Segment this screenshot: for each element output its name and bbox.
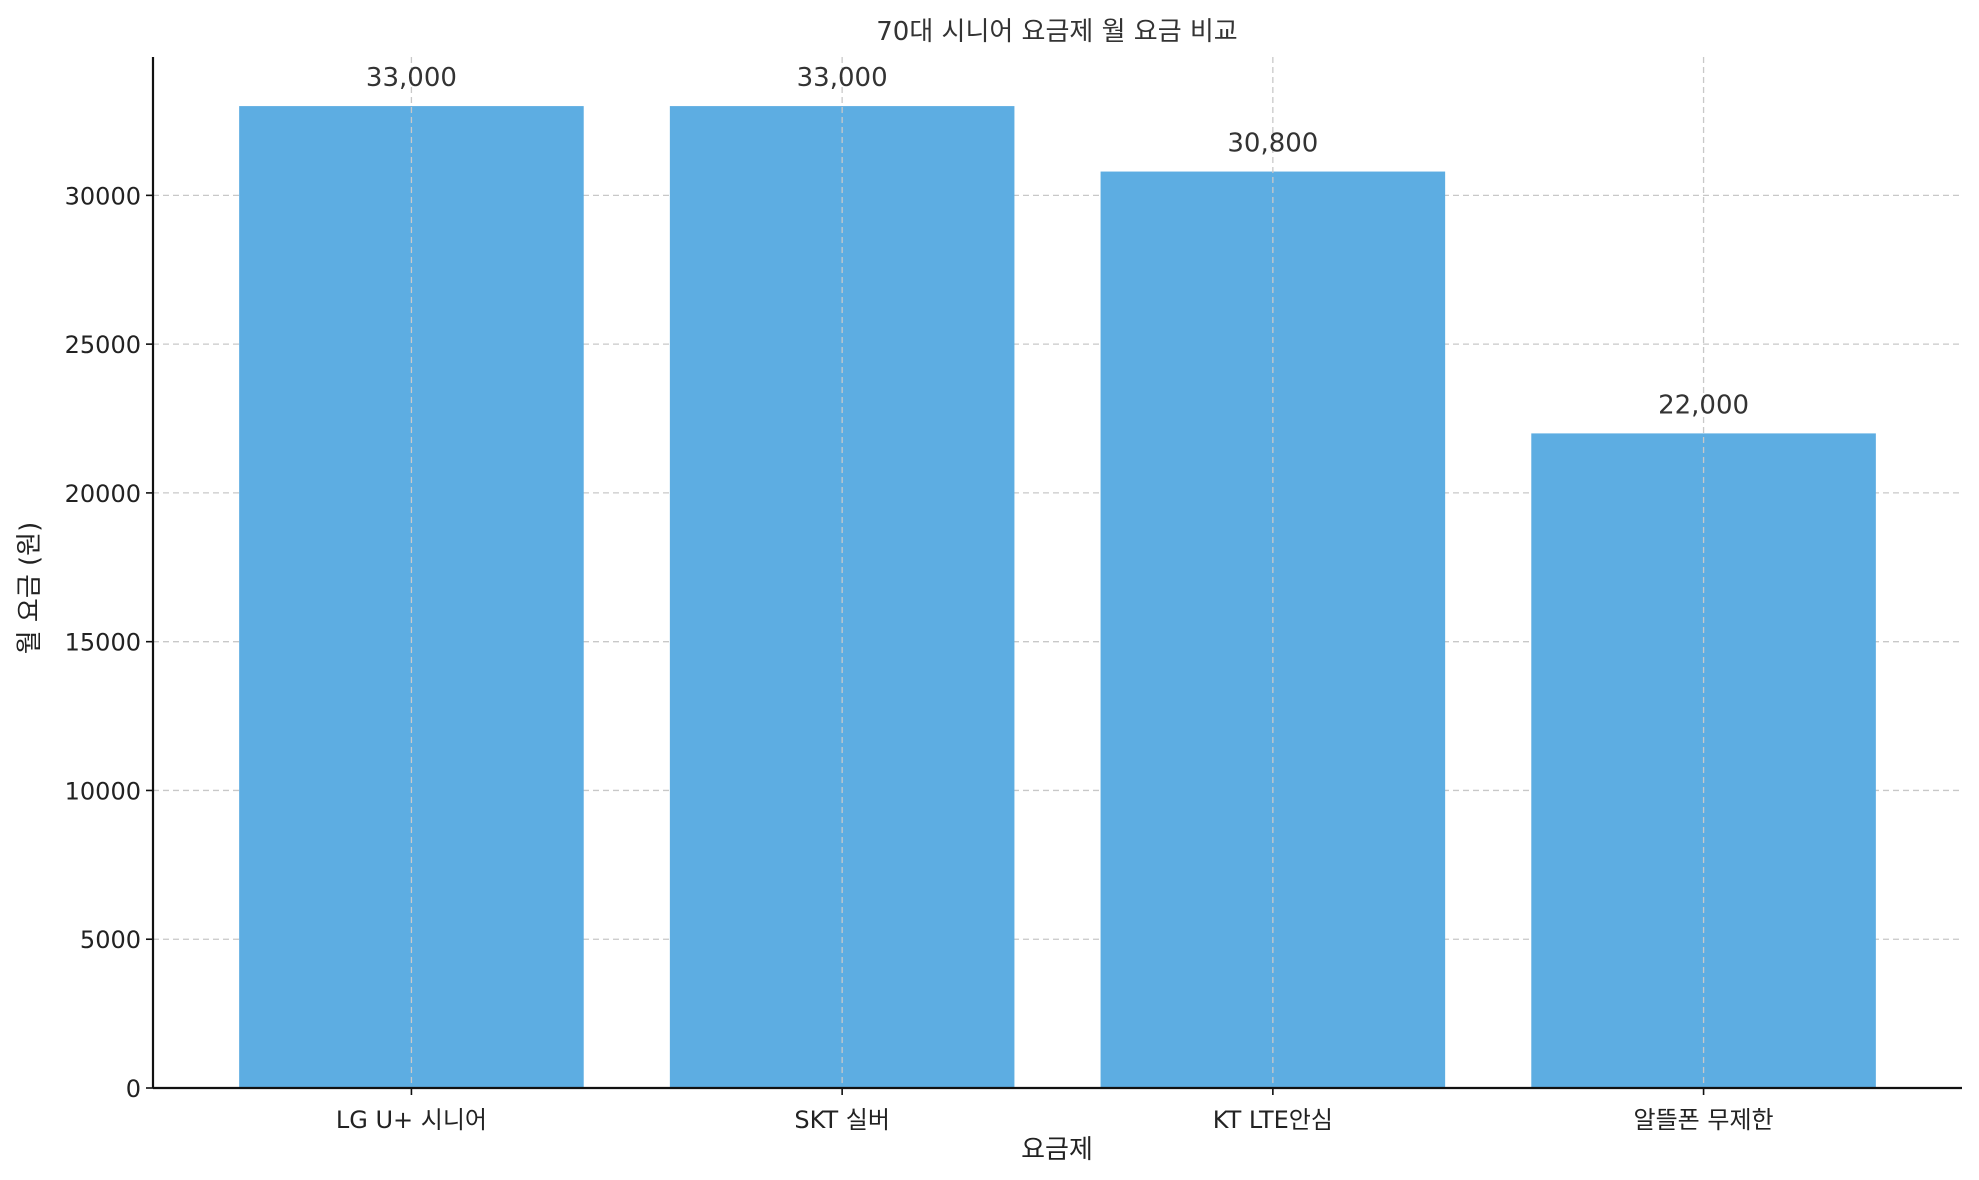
x-tick-label: LG U+ 시니어 — [336, 1106, 487, 1134]
y-axis-ticks: 0 5000 10000 15000 20000 25000 30000 — [65, 182, 153, 1103]
y-tick-label: 0 — [126, 1075, 141, 1103]
y-axis-label: 월 요금 (원) — [15, 522, 45, 655]
y-tick-label: 25000 — [65, 331, 141, 359]
data-labels: 33,000 33,000 30,800 22,000 — [366, 63, 1749, 420]
vertical-grid-lines — [410, 57, 1705, 1088]
y-tick-label: 5000 — [80, 926, 141, 954]
bar-value-label: 30,800 — [1227, 129, 1318, 159]
y-tick-label: 30000 — [65, 182, 141, 210]
x-tick-label: 알뜰폰 무제한 — [1634, 1106, 1774, 1134]
bar-value-label: 33,000 — [797, 63, 888, 93]
x-axis-ticks: LG U+ 시니어 SKT 실버 KT LTE안심 알뜰폰 무제한 — [336, 1088, 1774, 1134]
chart-title: 70대 시니어 요금제 월 요금 비교 — [876, 17, 1237, 47]
bars — [239, 106, 1876, 1089]
x-tick-label: SKT 실버 — [794, 1106, 890, 1134]
y-tick-label: 20000 — [65, 480, 141, 508]
x-tick-label: KT LTE안심 — [1213, 1106, 1333, 1134]
bar-value-label: 22,000 — [1658, 390, 1749, 420]
axes — [151, 57, 1962, 1090]
y-tick-label: 10000 — [65, 777, 141, 805]
x-axis-label: 요금제 — [1021, 1135, 1093, 1165]
bar-value-label: 33,000 — [366, 63, 457, 93]
y-tick-label: 15000 — [65, 629, 141, 657]
